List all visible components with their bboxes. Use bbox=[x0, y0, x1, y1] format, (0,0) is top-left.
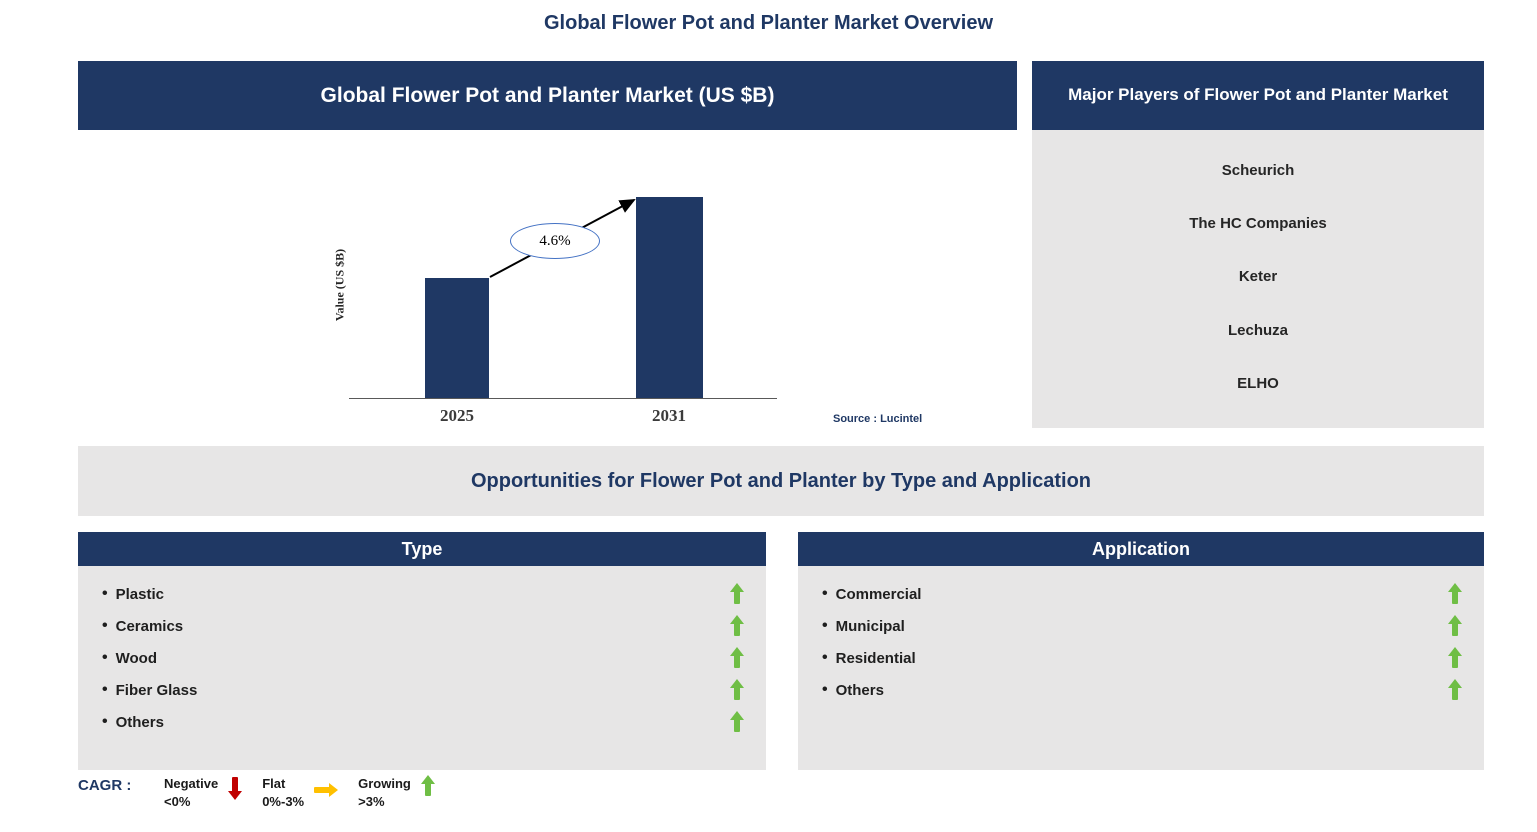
source-note: Source : Lucintel bbox=[833, 413, 923, 425]
player-name: ELHO bbox=[1237, 374, 1279, 392]
market-chart-panel: Global Flower Pot and Planter Market (US… bbox=[78, 61, 1017, 435]
up-arrow-icon bbox=[1448, 583, 1462, 605]
player-name: Scheurich bbox=[1221, 162, 1295, 180]
type-item: Fiber Glass bbox=[102, 674, 744, 706]
x-axis-line bbox=[349, 398, 777, 399]
up-arrow-icon bbox=[730, 615, 744, 637]
legend-entry-label: Flat bbox=[262, 776, 286, 791]
bar-2025 bbox=[425, 278, 489, 398]
application-panel-title: Application bbox=[1092, 538, 1190, 559]
application-item: Municipal bbox=[822, 610, 1462, 642]
up-arrow-icon bbox=[1448, 647, 1462, 669]
cagr-value: 4.6% bbox=[539, 232, 571, 249]
opportunities-title: Opportunities for Flower Pot and Planter… bbox=[470, 469, 1092, 492]
application-item: Others bbox=[822, 674, 1462, 706]
up-arrow-icon bbox=[730, 711, 744, 733]
up-arrow-icon bbox=[420, 775, 435, 797]
cagr-legend-label: CAGR : bbox=[78, 777, 132, 794]
legend-entry-range: <0% bbox=[164, 793, 191, 809]
legend-entry-text: Negative <0% bbox=[164, 775, 218, 810]
bar-chart: Value (US $B) 4.6% 2025 2031 Source : Lu… bbox=[78, 130, 1017, 435]
type-item: Wood bbox=[102, 642, 744, 674]
x-tick-2031: 2031 bbox=[652, 406, 686, 425]
type-panel-title: Type bbox=[401, 538, 443, 559]
type-panel: Type Plastic Ceramics Wood Fiber Glass O… bbox=[78, 532, 766, 770]
type-item: Others bbox=[102, 706, 744, 738]
legend-entry-growing: Growing >3% bbox=[358, 775, 435, 810]
type-item-label: Ceramics bbox=[115, 617, 184, 635]
player-name: Keter bbox=[1238, 268, 1278, 286]
up-arrow-icon bbox=[1448, 615, 1462, 637]
major-players-list: Scheurich The HC Companies Keter Lechuza… bbox=[1032, 130, 1484, 428]
legend-entry-negative: Negative <0% bbox=[164, 775, 243, 810]
application-item: Commercial bbox=[822, 578, 1462, 610]
type-item: Ceramics bbox=[102, 610, 744, 642]
right-arrow-icon bbox=[314, 783, 339, 797]
player-name: Lechuza bbox=[1227, 321, 1288, 339]
legend-entry-text: Flat 0%-3% bbox=[262, 775, 304, 810]
legend-entry-label: Growing bbox=[358, 776, 411, 791]
type-item-label: Others bbox=[115, 713, 164, 731]
up-arrow-icon bbox=[730, 679, 744, 701]
legend-entry-text: Growing >3% bbox=[358, 775, 411, 810]
major-players-panel: Major Players of Flower Pot and Planter … bbox=[1032, 61, 1484, 428]
type-panel-header: Type bbox=[78, 532, 766, 566]
opportunities-band: Opportunities for Flower Pot and Planter… bbox=[78, 446, 1484, 516]
growth-trend-arrow-icon bbox=[489, 199, 636, 278]
application-item: Residential bbox=[822, 642, 1462, 674]
type-item-label: Plastic bbox=[115, 585, 164, 603]
major-players-title: Major Players of Flower Pot and Planter … bbox=[1068, 85, 1448, 105]
x-tick-2025: 2025 bbox=[440, 406, 474, 425]
application-panel: Application Commercial Municipal Residen… bbox=[798, 532, 1484, 770]
application-item-label: Commercial bbox=[835, 585, 922, 603]
up-arrow-icon bbox=[730, 583, 744, 605]
legend-entry-flat: Flat 0%-3% bbox=[262, 775, 339, 810]
application-item-label: Residential bbox=[835, 649, 916, 667]
up-arrow-icon bbox=[1448, 679, 1462, 701]
type-item-label: Fiber Glass bbox=[115, 681, 198, 699]
application-item-label: Others bbox=[835, 681, 884, 699]
market-chart-header: Global Flower Pot and Planter Market (US… bbox=[78, 61, 1017, 130]
cagr-legend: CAGR : Negative <0% Flat 0%-3% Growing >… bbox=[78, 775, 455, 810]
major-players-header: Major Players of Flower Pot and Planter … bbox=[1032, 61, 1484, 130]
up-arrow-icon bbox=[730, 647, 744, 669]
bar-2031 bbox=[636, 197, 703, 398]
type-item-label: Wood bbox=[115, 649, 157, 667]
cagr-badge: 4.6% bbox=[510, 223, 600, 259]
type-item: Plastic bbox=[102, 578, 744, 610]
down-arrow-icon bbox=[228, 775, 243, 800]
legend-entry-range: >3% bbox=[358, 793, 385, 809]
legend-entry-label: Negative bbox=[164, 776, 219, 791]
application-panel-header: Application bbox=[798, 532, 1484, 566]
player-name: The HC Companies bbox=[1189, 215, 1327, 233]
application-list: Commercial Municipal Residential Others bbox=[798, 566, 1484, 770]
page-title: Global Flower Pot and Planter Market Ove… bbox=[543, 12, 993, 34]
market-chart-title: Global Flower Pot and Planter Market (US… bbox=[320, 83, 775, 107]
legend-entry-range: 0%-3% bbox=[262, 793, 305, 809]
application-item-label: Municipal bbox=[835, 617, 905, 635]
type-list: Plastic Ceramics Wood Fiber Glass Others bbox=[78, 566, 766, 770]
